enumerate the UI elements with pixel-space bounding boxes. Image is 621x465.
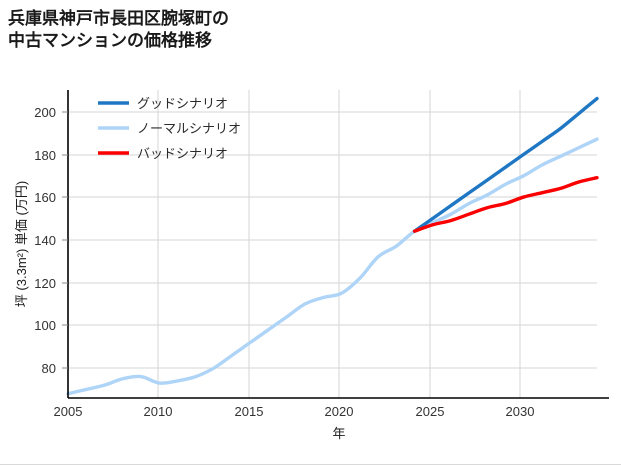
legend-label-bad: バッドシナリオ <box>137 146 228 161</box>
y-tick-label-200: 200 <box>34 105 56 120</box>
data-series-group <box>66 96 599 396</box>
legend-label-good: グッドシナリオ <box>137 96 228 111</box>
y-tick-label-100: 100 <box>34 318 56 333</box>
chart-title-line-1: 兵庫県神戸市長田区腕塚町の <box>8 9 229 28</box>
x-tick-label-2010: 2010 <box>144 404 173 419</box>
x-tick-label-2015: 2015 <box>235 404 264 419</box>
y-tick-label-120: 120 <box>34 276 56 291</box>
y-tick-label-140: 140 <box>34 233 56 248</box>
chart-title: 兵庫県神戸市長田区腕塚町の 中古マンションの価格推移 <box>8 8 608 53</box>
x-axis-title: 年 <box>332 426 345 441</box>
series-line-bad <box>412 175 599 233</box>
x-tick-label-2005: 2005 <box>54 404 83 419</box>
y-tick-marks <box>62 111 68 369</box>
plot-background <box>68 90 597 398</box>
chart-legend: グッドシナリオ ノーマルシナリオ バッドシナリオ <box>98 96 241 161</box>
series-line-good <box>412 96 599 233</box>
legend-label-normal: ノーマルシナリオ <box>137 121 241 136</box>
y-tick-label-160: 160 <box>34 190 56 205</box>
horizontal-gridlines <box>68 111 597 369</box>
series-line-normal <box>66 137 599 396</box>
y-tick-label-80: 80 <box>42 361 56 376</box>
chart-title-line-2: 中古マンションの価格推移 <box>8 31 212 51</box>
x-tick-label-2020: 2020 <box>325 404 354 419</box>
y-tick-label-180: 180 <box>34 148 56 163</box>
y-axis-title: 坪 (3.3m²) 単価 (万円) <box>14 181 29 307</box>
x-tick-label-2030: 2030 <box>506 404 535 419</box>
x-tick-label-2025: 2025 <box>416 404 445 419</box>
